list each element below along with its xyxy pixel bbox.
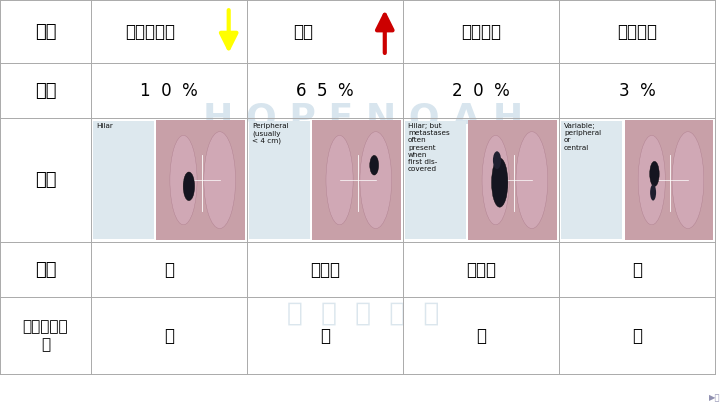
Ellipse shape	[638, 136, 665, 225]
Text: H O P E N O A H: H O P E N O A H	[203, 101, 523, 135]
Ellipse shape	[650, 162, 659, 186]
Text: Variable;
peripheral
or
central: Variable; peripheral or central	[564, 123, 601, 151]
Text: 有: 有	[476, 327, 486, 345]
Text: 大细胞癌: 大细胞癌	[617, 22, 657, 41]
Ellipse shape	[482, 136, 509, 225]
Text: 6  5  %: 6 5 %	[296, 81, 354, 100]
Text: 2  0  %: 2 0 %	[452, 81, 510, 100]
Text: 胸片: 胸片	[35, 171, 56, 189]
FancyBboxPatch shape	[624, 120, 713, 240]
FancyBboxPatch shape	[561, 121, 622, 239]
Text: 让  医  疗  更  好: 让 医 疗 更 好	[287, 300, 439, 326]
Text: 3  %: 3 %	[619, 81, 656, 100]
Text: 腺癌: 腺癌	[293, 22, 313, 41]
Text: 种类: 种类	[35, 22, 56, 41]
Ellipse shape	[360, 132, 391, 228]
FancyBboxPatch shape	[249, 121, 310, 239]
Text: 非常快: 非常快	[466, 260, 496, 279]
Ellipse shape	[672, 132, 703, 228]
Ellipse shape	[183, 172, 195, 201]
Text: Peripheral
(usually
< 4 cm): Peripheral (usually < 4 cm)	[252, 123, 288, 144]
FancyBboxPatch shape	[312, 120, 401, 240]
Text: 发展: 发展	[35, 260, 56, 279]
Text: 1  0  %: 1 0 %	[140, 81, 197, 100]
Ellipse shape	[493, 151, 501, 169]
Text: Hilar; but
metastases
often
present
when
first dis-
covered: Hilar; but metastases often present when…	[408, 123, 450, 173]
Ellipse shape	[650, 184, 656, 201]
Ellipse shape	[516, 132, 547, 228]
FancyBboxPatch shape	[156, 120, 245, 240]
Ellipse shape	[170, 136, 197, 225]
Text: 小细胞癌: 小细胞癌	[461, 22, 501, 41]
FancyBboxPatch shape	[468, 120, 557, 240]
Ellipse shape	[204, 132, 235, 228]
FancyBboxPatch shape	[405, 121, 466, 239]
Text: 与香烟的关
系: 与香烟的关 系	[23, 319, 68, 352]
Ellipse shape	[370, 155, 379, 175]
Text: 比较慢: 比较慢	[310, 260, 340, 279]
Text: 快: 快	[632, 260, 642, 279]
Text: 快: 快	[164, 260, 174, 279]
Text: 频度: 频度	[35, 81, 56, 100]
Text: 少: 少	[320, 327, 330, 345]
Ellipse shape	[492, 158, 508, 207]
Ellipse shape	[326, 136, 353, 225]
Text: 鳞状细胞癌: 鳞状细胞癌	[126, 22, 176, 41]
Text: ▶』: ▶』	[709, 393, 721, 402]
Text: 有: 有	[632, 327, 642, 345]
Text: Hilar: Hilar	[96, 123, 113, 129]
Text: 有: 有	[164, 327, 174, 345]
FancyBboxPatch shape	[93, 121, 154, 239]
